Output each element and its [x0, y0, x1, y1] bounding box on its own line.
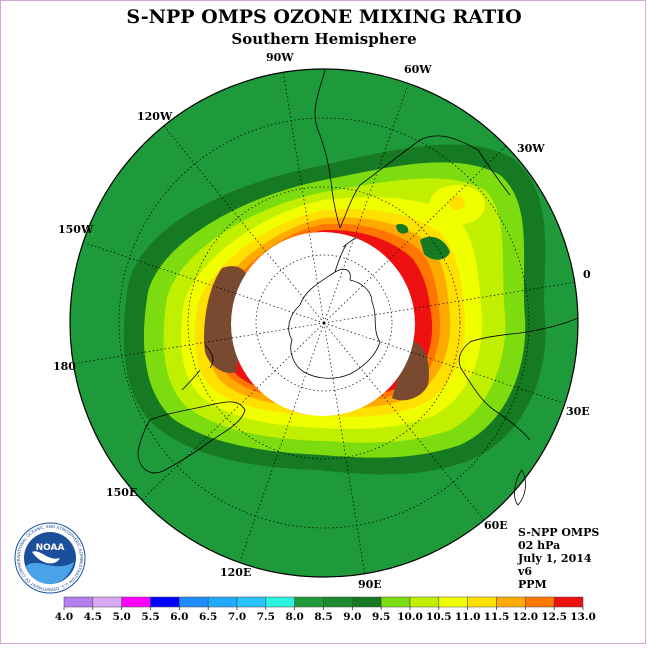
- legend-swatch: [352, 596, 382, 608]
- legend-swatch: [121, 596, 151, 608]
- lon-label-150e: 150E: [106, 486, 137, 499]
- legend-tick-label: 6.0: [170, 611, 188, 623]
- madagascar-coastline: [514, 469, 526, 506]
- latitude-circle-60s: [187, 186, 461, 460]
- color-legend: 4.0 4.5 5.0 5.5 6.0 6.5 7.0 7.5 8.0 8.5 9.0 9.5 10.0…: [55, 596, 596, 623]
- legend-tick-label: 9.0: [343, 611, 361, 623]
- new-zealand-coastline: [181, 344, 214, 391]
- lon-label-120w: 120W: [137, 110, 173, 123]
- legend-tick-label: 4.0: [55, 611, 73, 623]
- legend-swatch: [265, 596, 295, 608]
- lon-label-30w: 30W: [517, 142, 545, 155]
- legend-tick-label: 11.5: [484, 611, 510, 623]
- south-america-coastline: [314, 69, 511, 229]
- info-version: v6: [518, 565, 533, 578]
- legend-tick-label: 8.5: [314, 611, 332, 623]
- legend-swatch: [323, 596, 353, 608]
- legend-swatches: [63, 596, 584, 608]
- legend-swatch: [150, 596, 180, 608]
- legend-tick-label: 10.0: [397, 611, 423, 623]
- legend-swatch: [409, 596, 440, 608]
- lon-label-180: 180: [53, 360, 76, 373]
- legend-tick-label: 12.0: [513, 611, 539, 623]
- africa-coastline: [458, 317, 579, 441]
- south-pole-marker: [322, 321, 326, 325]
- map-title: S-NPP OMPS OZONE MIXING RATIO: [126, 6, 522, 28]
- lon-label-150w: 150W: [58, 223, 94, 236]
- legend-tick-label: 13.0: [570, 611, 596, 623]
- legend-tick-labels: 4.0 4.5 5.0 5.5 6.0 6.5 7.0 7.5 8.0 8.5 9.0 9.5 10.0…: [55, 607, 596, 623]
- legend-tick-label: 5.0: [113, 611, 131, 623]
- legend-tick-label: 8.0: [286, 611, 304, 623]
- legend-tick-label: 7.0: [228, 611, 246, 623]
- meridian-180: [71, 322, 325, 365]
- info-date: July 1, 2014: [518, 552, 592, 565]
- legend-swatch: [525, 596, 555, 608]
- legend-swatch: [63, 596, 94, 608]
- graticule: [71, 70, 577, 576]
- meridian-90w: [282, 70, 325, 324]
- latitude-circle-45s: [118, 117, 530, 529]
- info-units: PPM: [518, 578, 547, 591]
- legend-swatch: [553, 596, 584, 608]
- info-instrument: S-NPP OMPS: [518, 526, 600, 539]
- logo-wordmark: NOAA: [36, 543, 65, 553]
- legend-tick-label: 6.5: [199, 611, 217, 623]
- legend-swatch: [294, 596, 324, 608]
- contour-low-cell: [420, 236, 450, 260]
- meridian-0: [323, 281, 577, 324]
- lon-label-0: 0: [583, 268, 591, 281]
- legend-swatch: [438, 596, 468, 608]
- legend-tick-label: 5.5: [141, 611, 159, 623]
- legend-swatch: [179, 596, 209, 608]
- legend-tick-label: 10.5: [426, 611, 452, 623]
- legend-swatch: [496, 596, 526, 608]
- noaa-logo: NOAA NATIONAL OCEANIC AND ATMOSPHERIC AD…: [14, 522, 86, 594]
- lon-label-30e: 30E: [566, 405, 590, 418]
- map-subtitle: Southern Hemisphere: [231, 30, 417, 48]
- lon-label-60e: 60E: [484, 519, 508, 532]
- lon-label-60w: 60W: [404, 63, 432, 76]
- latitude-circle-75s: [255, 254, 393, 392]
- australia-coastline: [137, 401, 246, 474]
- legend-tick-label: 12.5: [541, 611, 567, 623]
- meridian-90e: [323, 322, 366, 576]
- legend-swatch: [207, 596, 238, 608]
- contour-low-cell-small: [396, 223, 409, 234]
- lon-label-90e: 90E: [358, 578, 382, 591]
- info-level: 02 hPa: [518, 539, 561, 552]
- legend-tick-label: 11.0: [455, 611, 481, 623]
- legend-tick-label: 9.5: [372, 611, 390, 623]
- legend-swatch: [236, 596, 267, 608]
- legend-swatch: [92, 596, 122, 608]
- lon-label-90w: 90W: [266, 51, 294, 64]
- lon-label-120e: 120E: [220, 566, 251, 579]
- legend-swatch: [380, 596, 411, 608]
- info-block: S-NPP OMPS 02 hPa July 1, 2014 v6 PPM: [518, 526, 599, 591]
- antarctic-peninsula: [334, 237, 357, 273]
- legend-swatch: [467, 596, 497, 608]
- legend-tick-label: 4.5: [84, 611, 102, 623]
- legend-tick-label: 7.5: [257, 611, 275, 623]
- contour-high-cell-core: [449, 196, 465, 210]
